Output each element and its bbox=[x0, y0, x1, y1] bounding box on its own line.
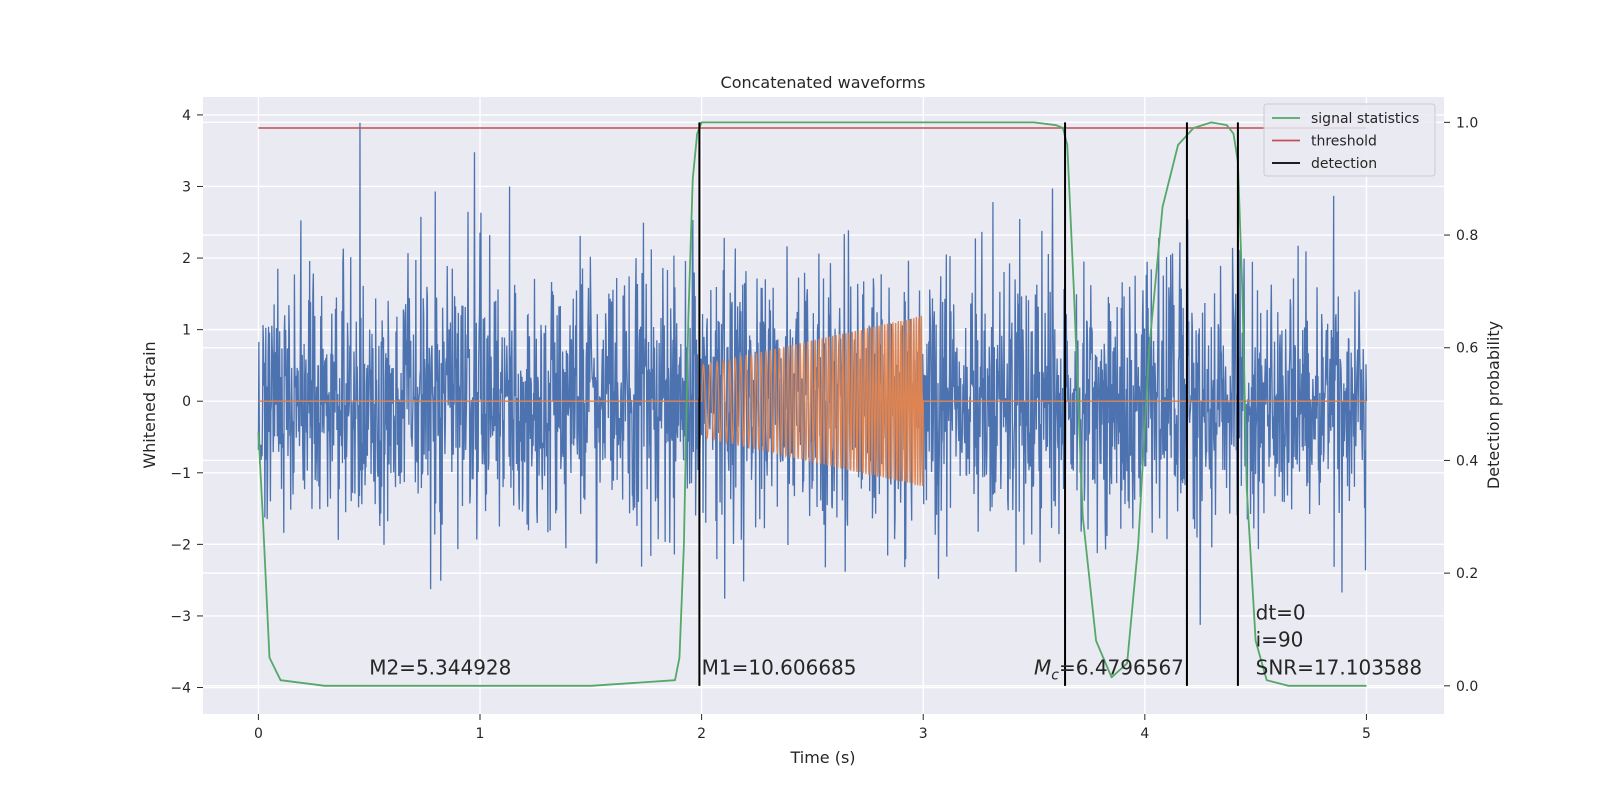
y2-tick-label: 0.2 bbox=[1456, 566, 1478, 582]
y-tick-label: −4 bbox=[170, 681, 191, 697]
legend-label: signal statistics bbox=[1311, 111, 1419, 127]
chirp-signal-line bbox=[258, 315, 1367, 486]
annotation-text: dt=0 bbox=[1256, 601, 1306, 625]
annotation-text: Mc=6.4796567 bbox=[1034, 656, 1184, 684]
annotation-value: =6.4796567 bbox=[1059, 656, 1184, 680]
y-axis-label: Whitened strain bbox=[140, 341, 159, 468]
annotation-text: i=90 bbox=[1256, 628, 1304, 652]
y-tick-label: 4 bbox=[182, 108, 191, 124]
y-tick-label: 3 bbox=[182, 179, 191, 195]
y2-tick-label: 0.8 bbox=[1456, 228, 1478, 244]
y-tick-label: 1 bbox=[182, 323, 191, 339]
x-tick-label: 2 bbox=[697, 726, 706, 742]
y2-axis-label: Detection probability bbox=[1484, 321, 1503, 489]
chart-title: Concatenated waveforms bbox=[721, 73, 926, 92]
y-tick-label: −2 bbox=[170, 537, 191, 553]
x-axis-label: Time (s) bbox=[789, 748, 855, 767]
annotation-var: M bbox=[1034, 656, 1051, 680]
y-tick-label: 0 bbox=[182, 394, 191, 410]
y2-tick-label: 0.6 bbox=[1456, 341, 1478, 357]
y-tick-label: −3 bbox=[170, 609, 191, 625]
signal-statistics-line bbox=[257, 121, 1367, 687]
y2-tick-label: 0.4 bbox=[1456, 453, 1478, 469]
x-tick-label: 1 bbox=[476, 726, 485, 742]
annotation-text: M1=10.606685 bbox=[702, 656, 857, 680]
y2-tick-label: 1.0 bbox=[1456, 115, 1478, 131]
x-tick-label: 0 bbox=[254, 726, 263, 742]
y2-tick-label: 0.0 bbox=[1456, 679, 1478, 695]
noise-strain-line bbox=[257, 122, 1368, 625]
legend bbox=[1263, 103, 1436, 177]
legend-label: detection bbox=[1311, 156, 1377, 172]
annotation-text: M2=5.344928 bbox=[369, 656, 511, 680]
annotation-sub: c bbox=[1051, 668, 1059, 684]
x-tick-label: 3 bbox=[919, 726, 928, 742]
annotation-text: SNR=17.103588 bbox=[1256, 656, 1422, 680]
x-tick-label: 5 bbox=[1362, 726, 1371, 742]
legend-label: threshold bbox=[1311, 134, 1377, 150]
x-tick-label: 4 bbox=[1140, 726, 1149, 742]
y-tick-label: 2 bbox=[182, 251, 191, 267]
y-tick-label: −1 bbox=[170, 466, 191, 482]
